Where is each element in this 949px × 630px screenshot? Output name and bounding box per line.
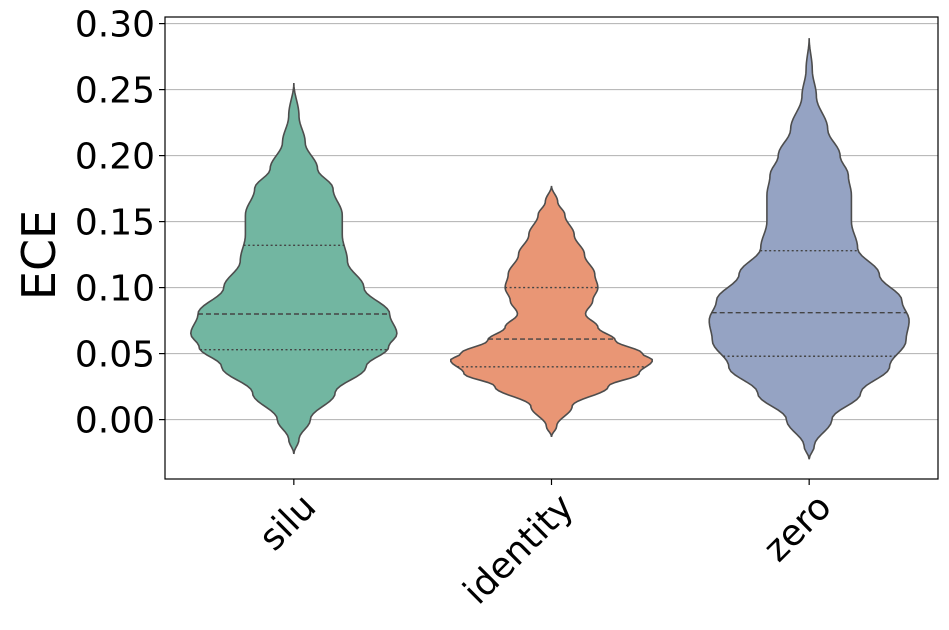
y-tick-label: 0.30 [75, 5, 155, 46]
y-tick-label: 0.05 [75, 335, 155, 376]
violin-silu [189, 82, 398, 455]
y-tick-label: 0.20 [75, 137, 155, 178]
violin-layer [189, 38, 910, 460]
y-tick-label: 0.10 [75, 269, 155, 310]
violin-zero [708, 38, 910, 460]
y-tick-label: 0.00 [75, 401, 155, 442]
violin-identity [450, 185, 653, 437]
y-axis-ticks: 0.00 0.05 0.10 0.15 0.20 0.25 0.30 [75, 5, 165, 442]
y-tick-label: 0.15 [75, 203, 155, 244]
y-axis-label: ECE [12, 210, 66, 300]
y-tick-label: 0.25 [75, 71, 155, 112]
